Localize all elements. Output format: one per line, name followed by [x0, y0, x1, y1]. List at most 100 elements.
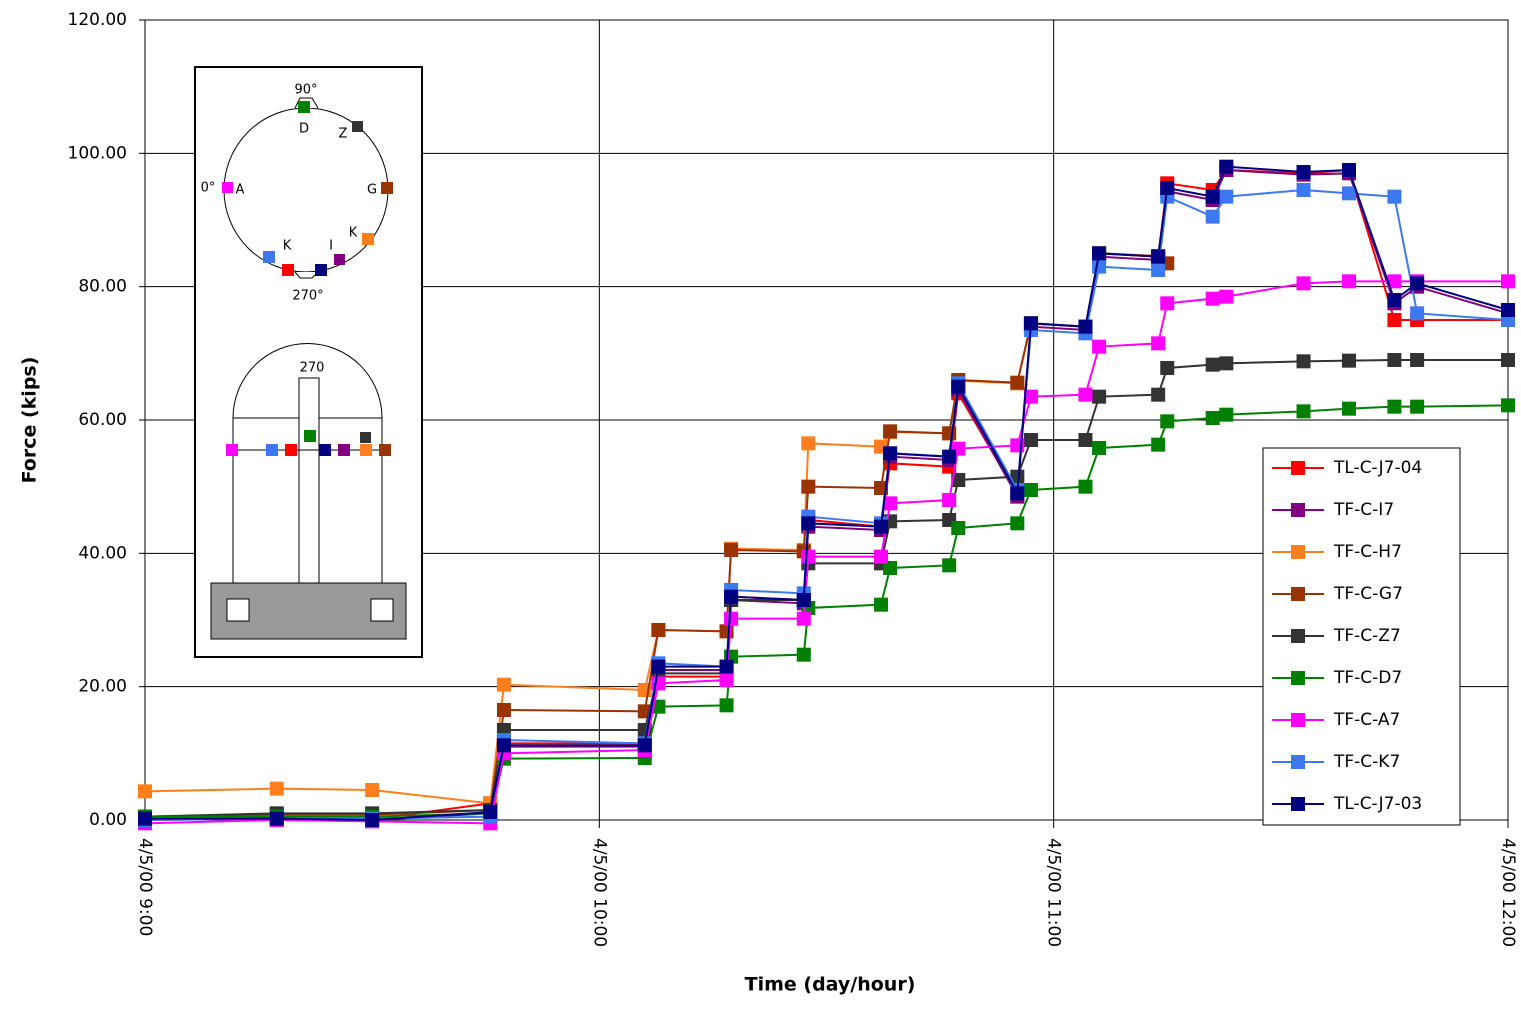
- data-point: [1151, 263, 1165, 277]
- inset-marker: [362, 233, 374, 245]
- y-axis-title: Force (kips): [19, 357, 41, 484]
- inset-column: [299, 378, 319, 583]
- data-point: [1151, 336, 1165, 350]
- inset-marker: [222, 182, 233, 193]
- y-tick-label: 100.00: [68, 143, 127, 163]
- data-point: [1297, 404, 1311, 418]
- data-point: [883, 424, 897, 438]
- inset-marker: [298, 101, 310, 113]
- data-point: [497, 738, 511, 752]
- legend-label: TL-C-J7-04: [1333, 458, 1422, 478]
- inset-marker: [315, 264, 327, 276]
- y-tick-label: 80.00: [78, 277, 127, 297]
- data-point: [1501, 303, 1515, 317]
- inset-label: 90°: [294, 83, 317, 98]
- data-point: [797, 648, 811, 662]
- data-point: [1501, 274, 1515, 288]
- data-point: [1219, 356, 1233, 370]
- data-point: [1219, 160, 1233, 174]
- inset-label: 0°: [201, 181, 216, 196]
- data-point: [951, 380, 965, 394]
- x-tick-label: 4/5/00 12:00: [1498, 838, 1518, 947]
- data-point: [1160, 181, 1174, 195]
- data-point: [1219, 190, 1233, 204]
- legend-marker: [1291, 671, 1305, 685]
- data-point: [1387, 190, 1401, 204]
- data-point: [951, 521, 965, 535]
- data-point: [1092, 390, 1106, 404]
- data-point: [1151, 250, 1165, 264]
- data-point: [720, 673, 734, 687]
- inset-marker: [319, 444, 331, 456]
- data-point: [638, 738, 652, 752]
- data-point: [1387, 353, 1401, 367]
- data-point: [1010, 516, 1024, 530]
- data-point: [365, 783, 379, 797]
- data-point: [801, 516, 815, 530]
- legend-marker: [1291, 461, 1305, 475]
- data-point: [138, 784, 152, 798]
- legend-marker: [1291, 755, 1305, 769]
- data-point: [1342, 186, 1356, 200]
- legend-marker: [1291, 545, 1305, 559]
- y-tick-label: 120.00: [68, 10, 127, 30]
- data-point: [801, 550, 815, 564]
- data-point: [1092, 260, 1106, 274]
- legend-label: TF-C-H7: [1333, 542, 1402, 562]
- data-point: [1206, 292, 1220, 306]
- inset-hole: [227, 599, 249, 621]
- inset-label: K: [349, 226, 358, 241]
- data-point: [942, 558, 956, 572]
- legend-marker: [1291, 797, 1305, 811]
- x-axis-title: Time (day/hour): [745, 974, 916, 996]
- y-tick-label: 20.00: [78, 677, 127, 697]
- data-point: [1151, 388, 1165, 402]
- data-point: [497, 678, 511, 692]
- data-point: [724, 543, 738, 557]
- data-point: [1410, 306, 1424, 320]
- data-point: [874, 550, 888, 564]
- y-tick-label: 0.00: [89, 810, 127, 830]
- data-point: [1078, 480, 1092, 494]
- data-point: [797, 593, 811, 607]
- legend-marker: [1291, 629, 1305, 643]
- legend-label: TF-C-K7: [1333, 752, 1400, 772]
- data-point: [801, 480, 815, 494]
- legend-label: TF-C-Z7: [1333, 626, 1401, 646]
- legend-label: TF-C-I7: [1333, 500, 1394, 520]
- data-point: [724, 612, 738, 626]
- data-point: [801, 436, 815, 450]
- data-point: [942, 450, 956, 464]
- inset-marker: [360, 432, 371, 443]
- data-point: [1078, 433, 1092, 447]
- data-point: [1078, 320, 1092, 334]
- inset-marker: [282, 264, 294, 276]
- data-point: [1160, 414, 1174, 428]
- legend-label: TL-C-J7-03: [1333, 794, 1422, 814]
- legend-marker: [1291, 503, 1305, 517]
- inset-marker: [266, 444, 278, 456]
- data-point: [1297, 354, 1311, 368]
- data-point: [1078, 388, 1092, 402]
- inset-marker: [381, 182, 393, 194]
- data-point: [874, 598, 888, 612]
- data-point: [1206, 190, 1220, 204]
- chart: Time (day/hour) Force (kips) 0.0020.0040…: [0, 0, 1521, 1029]
- data-point: [1219, 290, 1233, 304]
- inset-marker: [263, 251, 275, 263]
- legend-label: TF-C-G7: [1333, 584, 1403, 604]
- y-tick-label: 60.00: [78, 410, 127, 430]
- data-point: [1297, 165, 1311, 179]
- data-point: [270, 812, 284, 826]
- x-tick-label: 4/5/00 10:00: [589, 838, 609, 947]
- data-point: [1092, 340, 1106, 354]
- inset-marker: [226, 444, 238, 456]
- data-point: [1387, 313, 1401, 327]
- data-point: [1501, 398, 1515, 412]
- data-point: [365, 813, 379, 827]
- inset-label: G: [367, 183, 377, 198]
- inset-marker: [338, 444, 350, 456]
- data-point: [1206, 411, 1220, 425]
- data-point: [651, 660, 665, 674]
- inset-hole: [371, 599, 393, 621]
